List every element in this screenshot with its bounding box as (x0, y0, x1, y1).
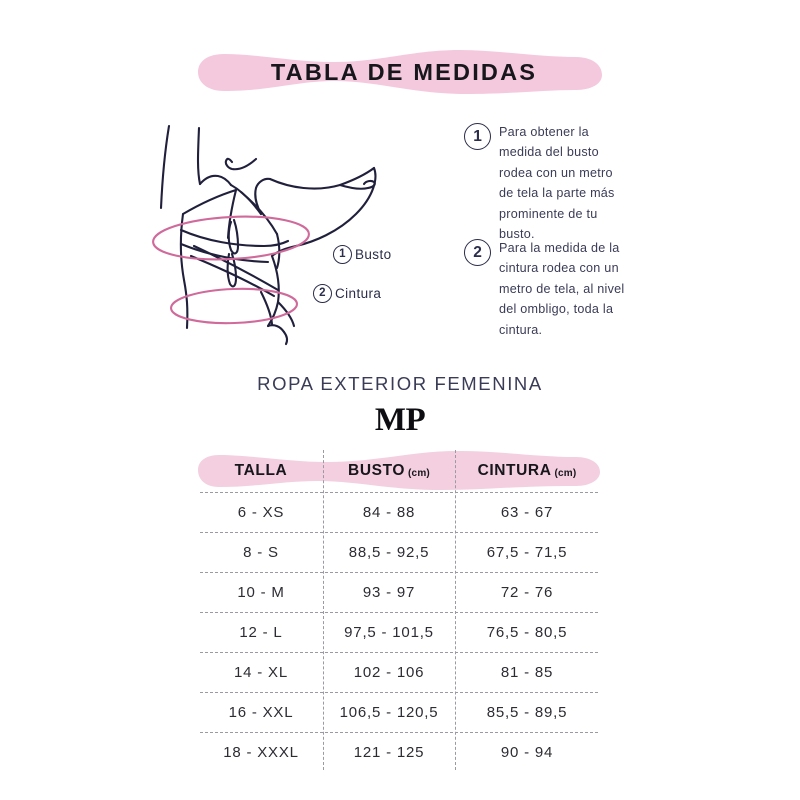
cell-cintura: 81 - 85 (500, 663, 554, 681)
cell-cintura: 76,5 - 80,5 (486, 623, 568, 641)
table-row: 14 - XL 102 - 106 81 - 85 (199, 652, 599, 692)
row-divider-2 (200, 572, 598, 573)
table-row: 6 - XS 84 - 88 63 - 67 (199, 492, 599, 532)
cell-busto: 97,5 - 101,5 (344, 623, 434, 641)
cell-talla: 16 - XXL (228, 703, 294, 721)
brand-logo: MP (374, 402, 426, 438)
table-row: 16 - XXL 106,5 - 120,5 85,5 - 89,5 (199, 692, 599, 732)
cell-busto: 121 - 125 (353, 743, 425, 761)
callout-number-1: 1 (333, 245, 352, 264)
callout-busto: 1 Busto (333, 245, 392, 264)
cell-talla: 6 - XS (237, 503, 285, 521)
column-header-cintura-unit: (cm) (554, 467, 577, 479)
callout-number-2: 2 (313, 284, 332, 303)
column-header-cintura-label: CINTURA (477, 462, 552, 479)
column-header-busto-unit: (cm) (408, 467, 430, 479)
cell-busto: 102 - 106 (353, 663, 425, 681)
step-text-1: Para obtener la medida del busto rodea c… (499, 125, 615, 241)
table-row: 8 - S 88,5 - 92,5 67,5 - 71,5 (199, 532, 599, 572)
column-header-talla: TALLA (199, 450, 323, 492)
waist-measure-ellipse (169, 287, 299, 325)
cell-cintura: 90 - 94 (500, 743, 554, 761)
cell-cintura: 67,5 - 71,5 (486, 543, 568, 561)
cell-cintura: 85,5 - 89,5 (486, 703, 568, 721)
row-divider-4 (200, 652, 598, 653)
page-title: TABLA DE MEDIDAS (270, 58, 538, 85)
cell-talla: 14 - XL (234, 663, 288, 681)
row-divider-1 (200, 532, 598, 533)
cell-talla: 12 - L (239, 623, 283, 641)
cell-talla: 8 - S (243, 543, 279, 561)
bra-torso-measurement-diagram (128, 96, 378, 346)
title-banner: TABLA DE MEDIDAS (198, 46, 602, 98)
cell-talla: 10 - M (237, 583, 285, 601)
table-row: 18 - XXXL 121 - 125 90 - 94 (199, 732, 599, 772)
step-text-2: Para la medida de la cintura rodea con u… (499, 241, 625, 337)
row-divider-5 (200, 692, 598, 693)
cell-busto: 106,5 - 120,5 (339, 703, 439, 721)
cell-busto: 88,5 - 92,5 (348, 543, 430, 561)
callout-label-cintura: Cintura (335, 286, 382, 301)
table-header-row: TALLA BUSTO (cm) CINTURA (cm) (199, 450, 599, 492)
step-number-1: 1 (464, 123, 491, 150)
row-divider-3 (200, 612, 598, 613)
column-divider-2 (455, 450, 456, 770)
cell-talla: 18 - XXXL (223, 743, 299, 761)
column-header-cintura: CINTURA (cm) (455, 450, 599, 492)
cell-cintura: 63 - 67 (500, 503, 554, 521)
cell-busto: 84 - 88 (362, 503, 416, 521)
table-row: 10 - M 93 - 97 72 - 76 (199, 572, 599, 612)
row-divider-6 (200, 732, 598, 733)
cell-cintura: 72 - 76 (500, 583, 554, 601)
column-header-busto: BUSTO (cm) (323, 450, 455, 492)
illustration-svg (152, 124, 377, 346)
instruction-step-1: 1 Para obtener la medida del busto rodea… (464, 122, 629, 244)
table-header-banner (198, 450, 600, 492)
step-number-2: 2 (464, 239, 491, 266)
title-banner-shape (198, 50, 602, 94)
size-chart-table: TALLA BUSTO (cm) CINTURA (cm) 6 - XS 84 … (198, 450, 600, 772)
instruction-step-2: 2 Para la medida de la cintura rodea con… (464, 238, 629, 340)
bust-measure-ellipse (152, 215, 310, 261)
table-header-banner-shape (198, 451, 600, 490)
section-title: ROPA EXTERIOR FEMENINA (257, 373, 543, 394)
callout-cintura: 2 Cintura (313, 284, 381, 303)
column-header-busto-label: BUSTO (348, 462, 406, 479)
row-divider-0 (200, 492, 598, 493)
callout-label-busto: Busto (355, 247, 392, 262)
column-header-talla-label: TALLA (234, 462, 288, 479)
column-divider-1 (323, 450, 324, 770)
cell-busto: 93 - 97 (362, 583, 416, 601)
table-row: 12 - L 97,5 - 101,5 76,5 - 80,5 (199, 612, 599, 652)
